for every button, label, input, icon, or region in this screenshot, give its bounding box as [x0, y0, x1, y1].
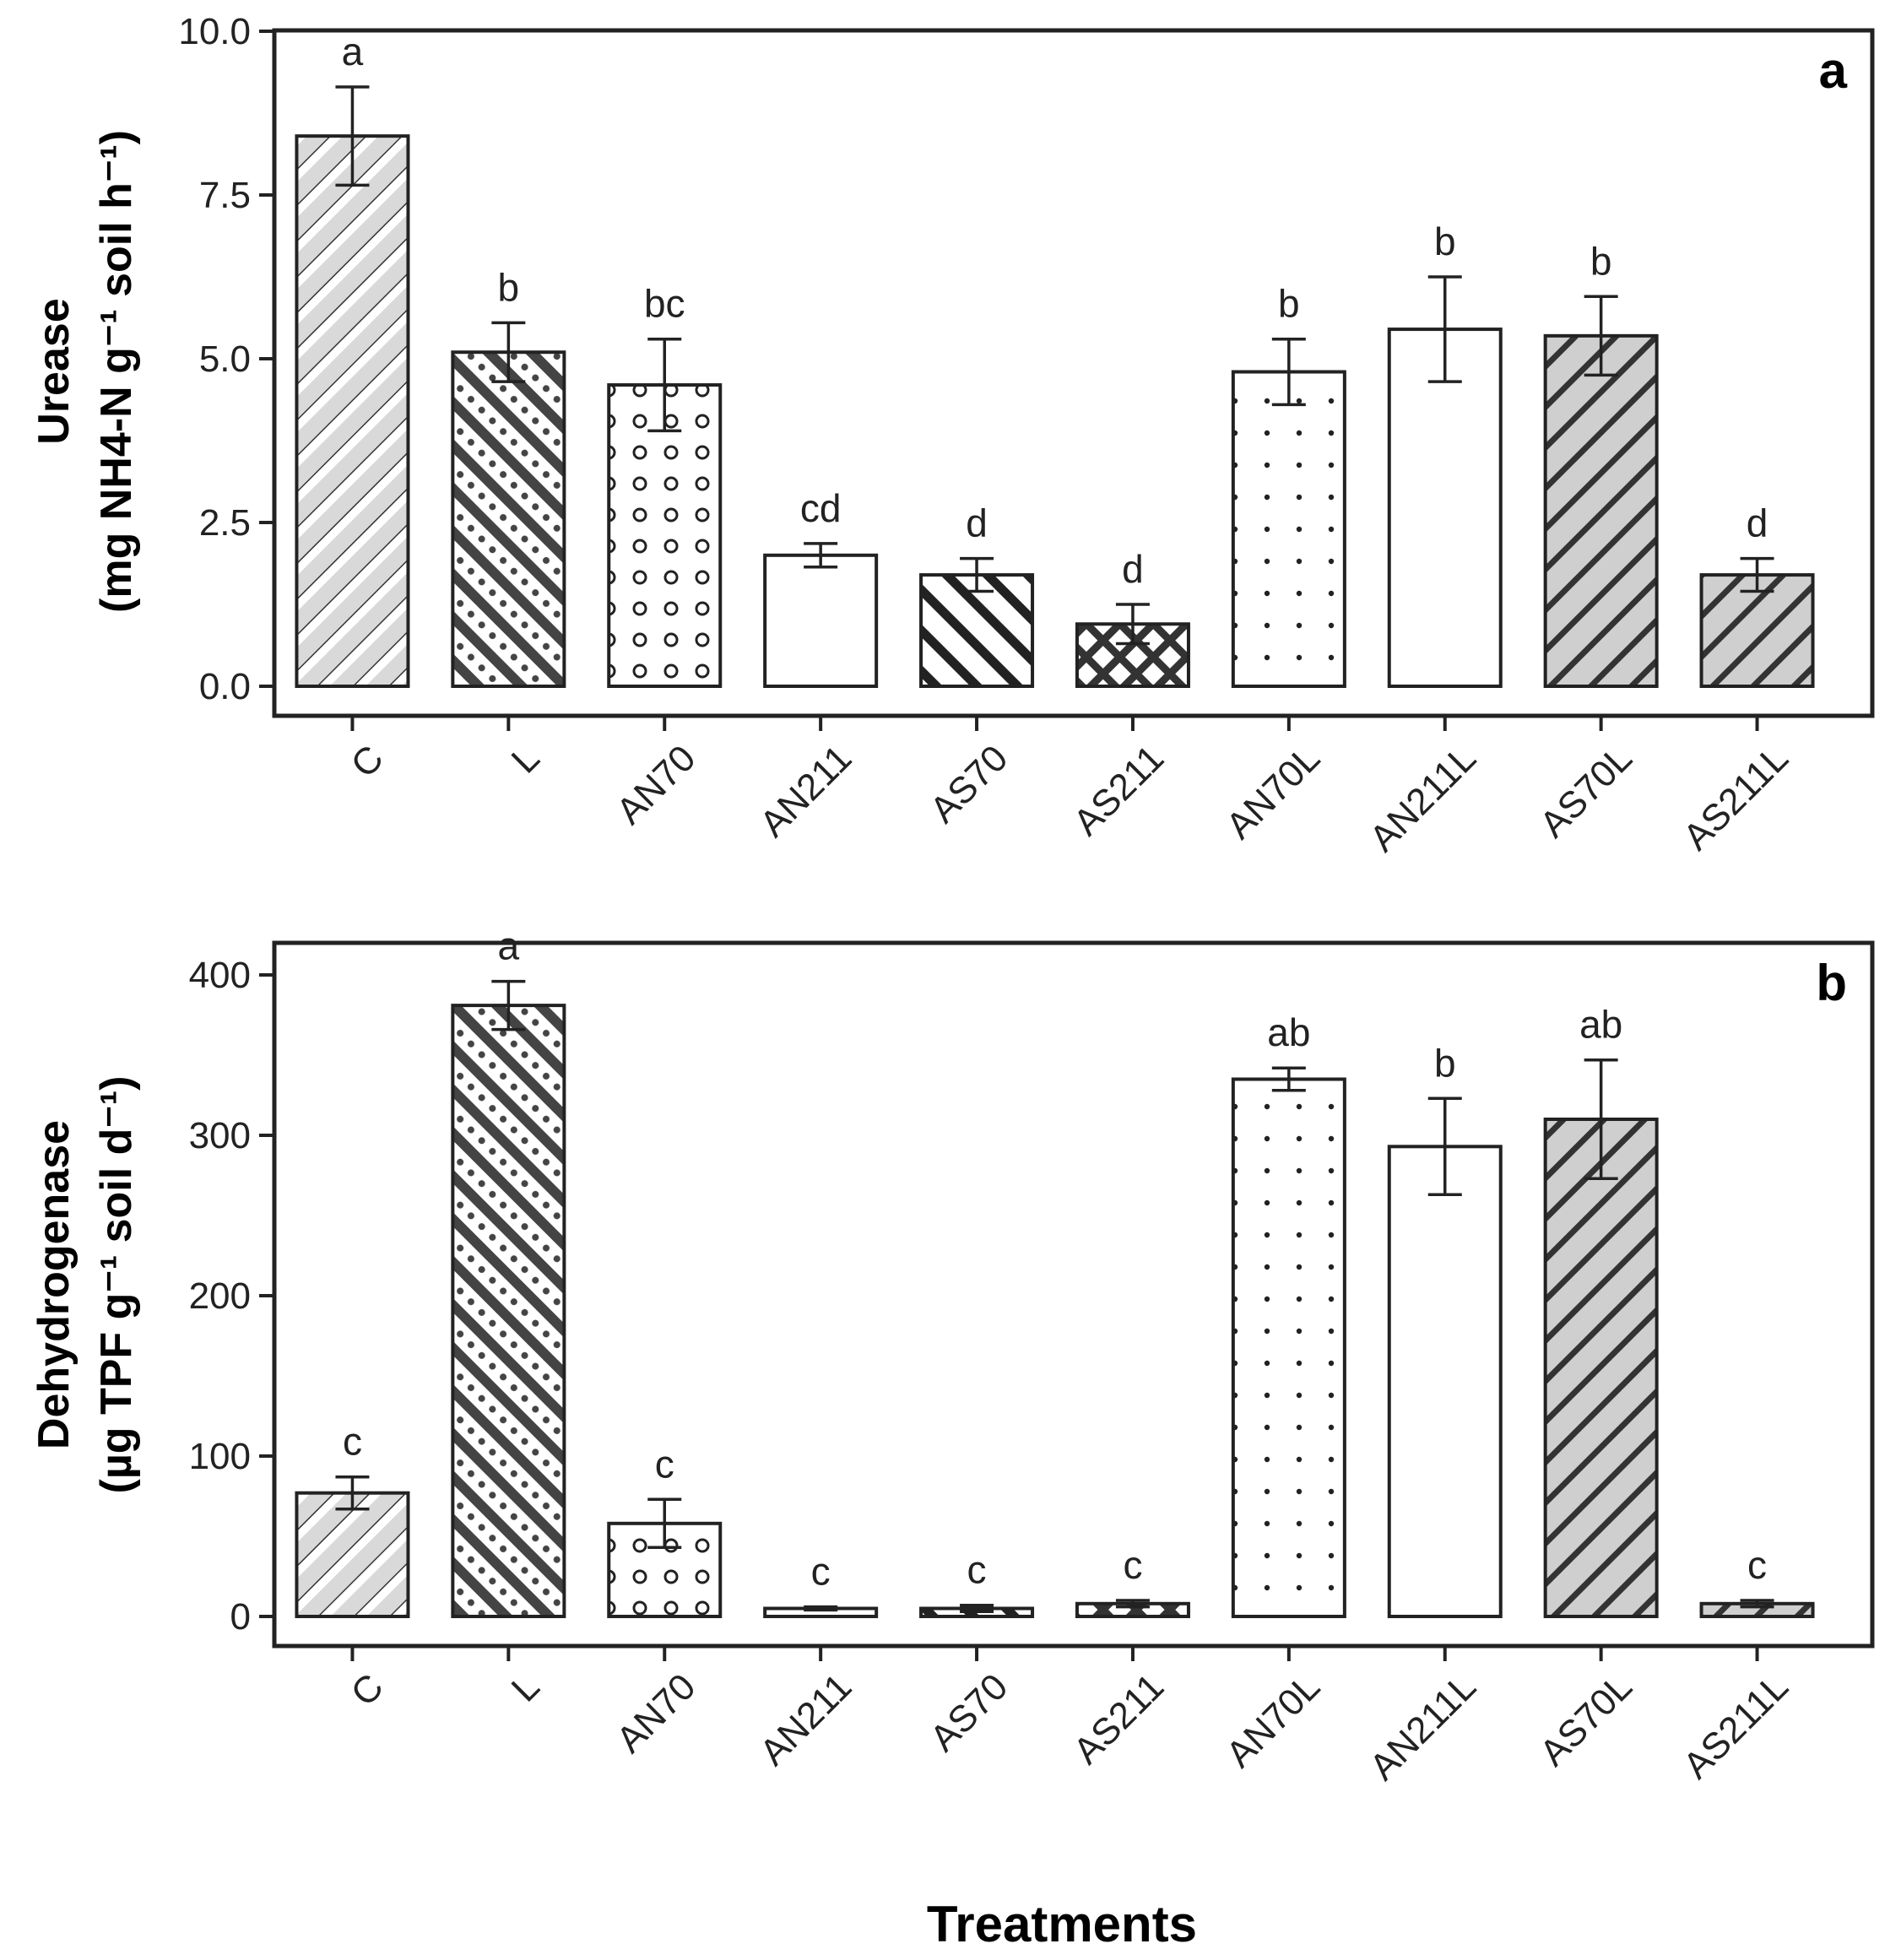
bar	[1387, 328, 1503, 688]
x-tick-label: AN70	[609, 1666, 703, 1761]
x-tick-label: AS211L	[1676, 738, 1796, 858]
x-tick-label: AN211	[752, 738, 859, 845]
x-tick-label: AN211	[752, 1666, 859, 1773]
panels-layer: 0.0 2.5 5.0 7.5 10.0 Urease (mg NH4-N g⁻¹ soil…	[30, 11, 1875, 1952]
y-tick-label: 10.0	[178, 11, 251, 52]
significance-letter: c	[1747, 1543, 1767, 1587]
x-tick-label: AS70	[923, 1666, 1016, 1760]
significance-letter: d	[1747, 501, 1768, 545]
bar	[1543, 333, 1659, 688]
significance-letter: d	[966, 501, 988, 545]
x-tick-label: AS211L	[1676, 1666, 1796, 1787]
significance-letter: c	[811, 1550, 831, 1594]
chart-panel-a: 0.0 2.5 5.0 7.5 10.0 Urease (mg NH4-N g⁻¹ soil…	[30, 11, 1875, 860]
significance-letter: b	[498, 265, 520, 309]
y-axis-unit: (mg NH4-N g⁻¹ soil h⁻¹)	[92, 130, 141, 613]
x-tick-label: AN70L	[1218, 1666, 1328, 1776]
x-tick-label: AN70L	[1218, 738, 1328, 847]
bar	[1387, 1145, 1503, 1619]
x-tick-label: AN70	[609, 738, 703, 832]
bar	[295, 1491, 410, 1618]
x-tick-label: AN211L	[1362, 738, 1484, 860]
y-tick-label: 100	[189, 1436, 251, 1477]
bar	[1699, 573, 1815, 689]
significance-letter: c	[655, 1442, 674, 1486]
significance-letter: a	[498, 924, 520, 968]
x-tick-label: AS211	[1065, 738, 1172, 844]
bar	[607, 383, 723, 688]
chart-panel-b: 0 100 200 300 400 Dehydrogenase (µg TPF g⁻¹ so…	[30, 924, 1875, 1789]
significance-letter: c	[343, 1420, 362, 1464]
significance-letter: ab	[1579, 1003, 1622, 1047]
significance-letter: c	[1123, 1543, 1142, 1587]
x-tick-label: AS70L	[1532, 1666, 1640, 1774]
y-tick-label: 0	[230, 1596, 251, 1638]
y-tick-label: 2.5	[199, 502, 251, 544]
y-tick-label: 5.0	[199, 338, 251, 380]
y-tick-label: 7.5	[199, 175, 251, 216]
significance-letter: b	[1278, 282, 1300, 326]
x-tick-label: AS70	[923, 738, 1016, 831]
y-tick-label: 300	[189, 1115, 251, 1156]
x-tick-label: C	[344, 738, 392, 786]
x-tick-label: L	[504, 1666, 548, 1710]
x-tick-label: AN211L	[1362, 1666, 1484, 1789]
significance-letter: b	[1434, 1041, 1456, 1085]
y-tick-label: 200	[189, 1275, 251, 1317]
x-axis-title: Treatments	[927, 1896, 1197, 1952]
bar	[451, 1004, 566, 1618]
x-tick-label: C	[344, 1666, 392, 1714]
x-tick-label: AS211	[1065, 1666, 1172, 1773]
bar	[763, 553, 879, 688]
y-axis-title: Urease	[30, 298, 79, 444]
significance-letter: ab	[1267, 1010, 1310, 1054]
bar	[1231, 370, 1346, 688]
x-tick-label: L	[504, 738, 548, 782]
significance-letter: a	[342, 30, 364, 73]
significance-letter: d	[1122, 547, 1144, 591]
bar	[451, 350, 566, 688]
y-tick-label: 0.0	[199, 666, 251, 707]
bar	[295, 134, 410, 689]
significance-letter: c	[967, 1548, 987, 1592]
plot-frame	[272, 28, 1875, 718]
significance-letter: bc	[644, 282, 685, 326]
bar	[1543, 1118, 1659, 1618]
x-tick-label: AS70L	[1532, 738, 1640, 846]
y-axis-title: Dehydrogenase	[30, 1120, 79, 1449]
y-axis-unit: (µg TPF g⁻¹ soil d⁻¹)	[92, 1076, 141, 1494]
y-tick-label: 400	[189, 955, 251, 996]
significance-letter: b	[1590, 239, 1612, 283]
significance-letter: cd	[800, 486, 842, 530]
bar	[1231, 1077, 1346, 1618]
panel-label: b	[1816, 955, 1847, 1011]
panel-label: a	[1819, 42, 1848, 99]
significance-letter: b	[1434, 219, 1456, 263]
